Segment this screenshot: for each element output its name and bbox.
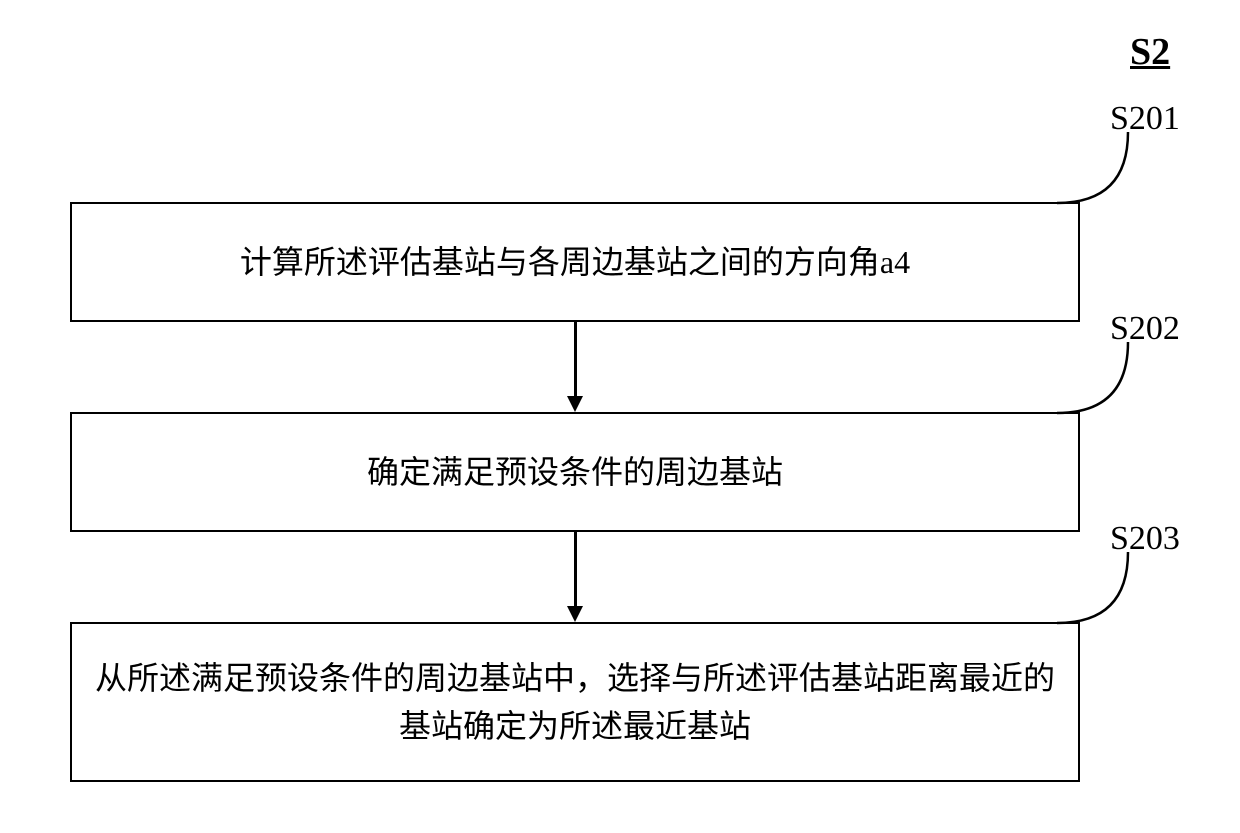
flowchart-box-text-1: 计算所述评估基站与各周边基站之间的方向角a4 (240, 238, 910, 286)
arrow-line-1 (574, 322, 577, 396)
section-label: S2 (1130, 30, 1170, 74)
flowchart-box-text-2: 确定满足预设条件的周边基站 (367, 448, 783, 496)
flowchart-box-text-3: 从所述满足预设条件的周边基站中，选择与所述评估基站距离最近的基站确定为所述最近基… (92, 654, 1058, 750)
flowchart-box-1: 计算所述评估基站与各周边基站之间的方向角a4 (70, 202, 1080, 322)
flowchart-box-3: 从所述满足预设条件的周边基站中，选择与所述评估基站距离最近的基站确定为所述最近基… (70, 622, 1080, 782)
flowchart-container: S2 S201计算所述评估基站与各周边基站之间的方向角a4S202确定满足预设条… (0, 0, 1240, 833)
arc-connector-2 (1055, 340, 1130, 420)
arrow-head-1 (567, 396, 583, 412)
arc-connector-3 (1055, 550, 1130, 630)
arc-connector-1 (1055, 130, 1130, 210)
flowchart-box-2: 确定满足预设条件的周边基站 (70, 412, 1080, 532)
arrow-head-2 (567, 606, 583, 622)
arrow-line-2 (574, 532, 577, 606)
